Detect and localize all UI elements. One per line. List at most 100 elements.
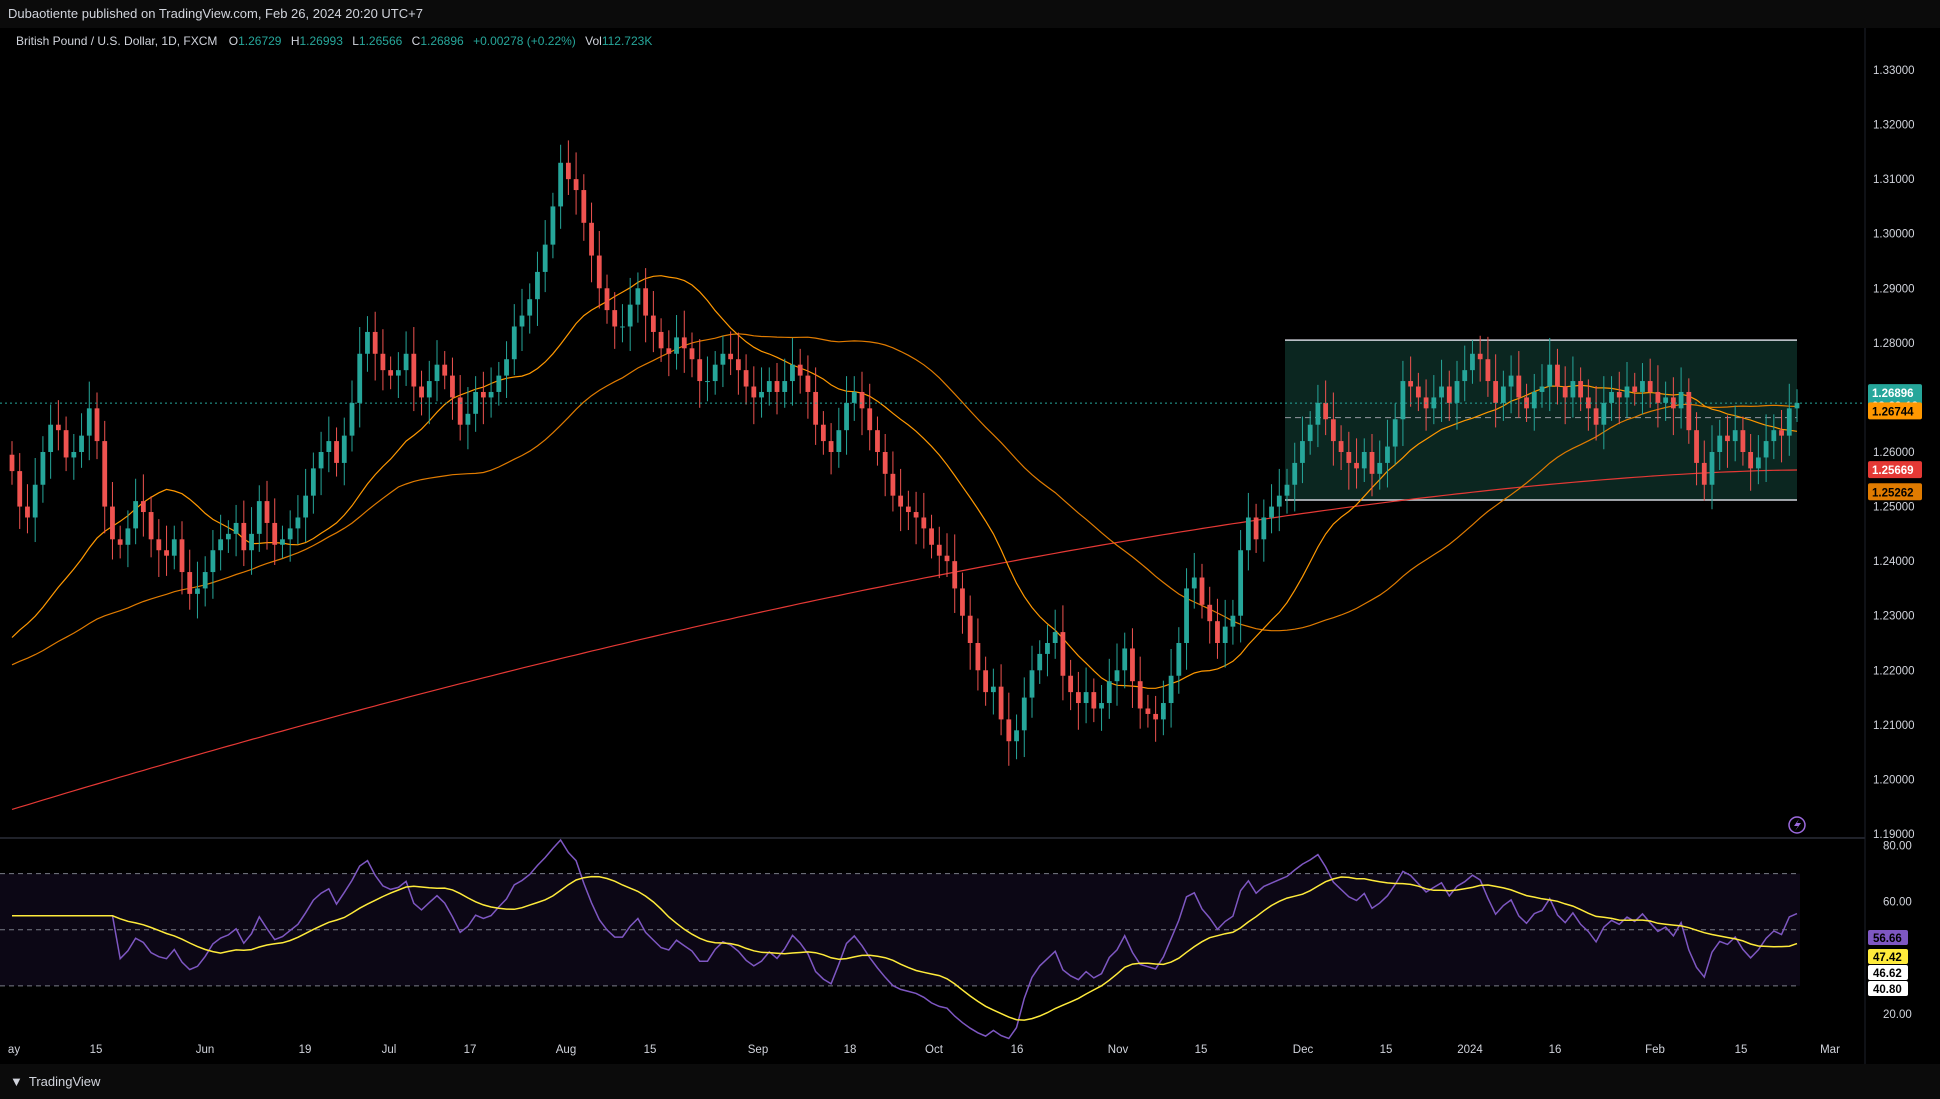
candle-body [519, 315, 525, 327]
candle-body [388, 370, 394, 376]
rsi-tag-text: 40.80 [1873, 984, 1902, 996]
candle-body [666, 348, 672, 354]
candle-body [975, 643, 981, 671]
candle-body [1276, 495, 1282, 507]
candle-body [1253, 517, 1259, 540]
candle-body [225, 533, 231, 540]
candle-body [79, 435, 84, 452]
candle-body [233, 522, 239, 534]
time-tick-label: 16 [1549, 1044, 1562, 1056]
candle-body [1284, 484, 1290, 496]
candle-body [1655, 391, 1661, 403]
candle-body [1400, 381, 1406, 420]
candle-body [488, 391, 494, 398]
candle-body [249, 533, 254, 551]
candle-body [898, 495, 904, 507]
price-tick-label: 1.26000 [1873, 447, 1915, 459]
candle-body [63, 430, 69, 458]
candle-body [1500, 386, 1506, 403]
open-value: 1.26729 [238, 34, 282, 48]
candle-body [148, 512, 154, 540]
price-tag-text: 1.25262 [1872, 487, 1914, 499]
candle-body [48, 424, 54, 452]
candle-body [25, 506, 30, 518]
candle-body [1578, 381, 1584, 398]
candle-body [9, 454, 15, 472]
candle-body [967, 615, 973, 643]
candle-body [1670, 397, 1676, 409]
candle-body [573, 179, 579, 191]
candle-body [921, 517, 927, 529]
price-tick-label: 1.22000 [1873, 665, 1915, 677]
candle-body [1346, 452, 1352, 463]
candle-body [1176, 643, 1182, 676]
time-tick-label: Nov [1108, 1044, 1129, 1056]
candle-body [1354, 462, 1359, 469]
candle-body [836, 430, 842, 452]
candle-body [1029, 670, 1035, 698]
candle-body [1585, 397, 1591, 409]
candle-body [426, 381, 432, 398]
chart-canvas[interactable]: 1.33000 1.32000 1.31000 1.30000 1.29000 1.280… [0, 28, 1940, 1064]
candle-body [998, 686, 1004, 720]
candle-body [1786, 408, 1792, 436]
candle-body [782, 381, 788, 392]
footer-brand[interactable]: TradingView [28, 1074, 101, 1089]
candle-body [689, 348, 695, 360]
candle-body [766, 381, 772, 392]
candle-body [295, 517, 301, 529]
candle-body [905, 506, 911, 513]
time-tick-label: 15 [90, 1044, 103, 1056]
candle-body [1083, 692, 1089, 704]
rsi-axis[interactable]: 80.00 60.00 20.00 56.66 47.42 46.62 40.80 [1868, 841, 1912, 1021]
candle-body [94, 408, 100, 442]
candle-body [620, 326, 625, 328]
candle-body [1245, 517, 1251, 551]
ohlc-legend: British Pound / U.S. Dollar, 1D, FXCM O1… [16, 34, 658, 48]
price-tag-1: 1.26744 [1868, 402, 1922, 420]
candle-body [1377, 462, 1383, 474]
candle-body [17, 471, 23, 507]
time-tick-label: Jun [196, 1044, 215, 1056]
time-tick-label: Sep [748, 1044, 768, 1056]
candle-body [1755, 457, 1761, 469]
candle-body [1307, 424, 1313, 442]
candle-body [1114, 670, 1120, 682]
candle-body [1763, 441, 1769, 458]
candle-body [86, 408, 92, 436]
candle-body [395, 370, 401, 376]
candle-body [117, 539, 123, 545]
candle-body [565, 162, 571, 180]
tradingview-logo-icon: ▼ [10, 1074, 23, 1089]
candle-body [805, 375, 811, 392]
candle-body [1006, 719, 1012, 742]
candle-body [1794, 402, 1800, 409]
rsi-tick-label: 80.00 [1883, 841, 1912, 853]
candle-body [844, 402, 849, 431]
symbol-title[interactable]: British Pound / U.S. Dollar, 1D, FXCM [16, 34, 218, 48]
candle-body [1508, 375, 1514, 387]
candle-body [851, 391, 857, 403]
price-axis[interactable]: 1.33000 1.32000 1.31000 1.30000 1.29000 1.280… [1873, 65, 1915, 841]
time-axis[interactable]: ay 15 Jun 19 Jul 17 Aug 15 Sep 18 Oct 16 Nov 15 Dec 15 2… [8, 1044, 1840, 1056]
candle-body [604, 288, 610, 311]
candle-body [589, 222, 594, 256]
low-label: L [352, 34, 359, 48]
candle-body [496, 375, 502, 392]
candle-body [1555, 364, 1560, 387]
candle-body [125, 528, 131, 545]
candle-body [650, 315, 656, 332]
candle-body [720, 353, 726, 365]
candle-body [1647, 381, 1653, 392]
time-tick-label: Dec [1293, 1044, 1314, 1056]
candle-body [40, 452, 46, 485]
candle-body [1477, 353, 1483, 360]
candle-body [280, 539, 285, 545]
flash-icon[interactable] [1788, 816, 1806, 834]
candle-body [1037, 653, 1043, 671]
candle-body [1330, 419, 1336, 442]
candle-body [1632, 386, 1638, 392]
candle-body [411, 353, 417, 387]
candle-body [735, 359, 741, 371]
candle-body [1160, 703, 1166, 720]
